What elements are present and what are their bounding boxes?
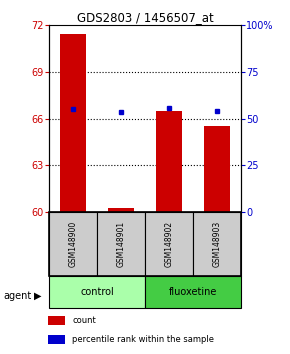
Text: ▶: ▶ [34, 291, 41, 301]
Bar [48, 316, 65, 325]
Bar [193, 212, 241, 276]
Text: agent: agent [3, 291, 31, 301]
Bar [145, 212, 193, 276]
Bar [49, 212, 97, 276]
Bar [49, 276, 145, 308]
Text: control: control [80, 287, 114, 297]
Text: percentile rank within the sample: percentile rank within the sample [72, 335, 214, 344]
Bar [204, 126, 230, 212]
Bar [60, 34, 86, 212]
Bar [48, 335, 65, 344]
Text: fluoxetine: fluoxetine [169, 287, 217, 297]
Bar [108, 208, 134, 212]
Bar [97, 212, 145, 276]
Text: GSM148900: GSM148900 [69, 221, 78, 267]
Bar [145, 276, 241, 308]
Title: GDS2803 / 1456507_at: GDS2803 / 1456507_at [77, 11, 213, 24]
Text: GSM148903: GSM148903 [212, 221, 221, 267]
Bar [156, 111, 182, 212]
Text: GSM148901: GSM148901 [117, 221, 126, 267]
Text: GSM148902: GSM148902 [164, 221, 173, 267]
Text: count: count [72, 316, 96, 325]
